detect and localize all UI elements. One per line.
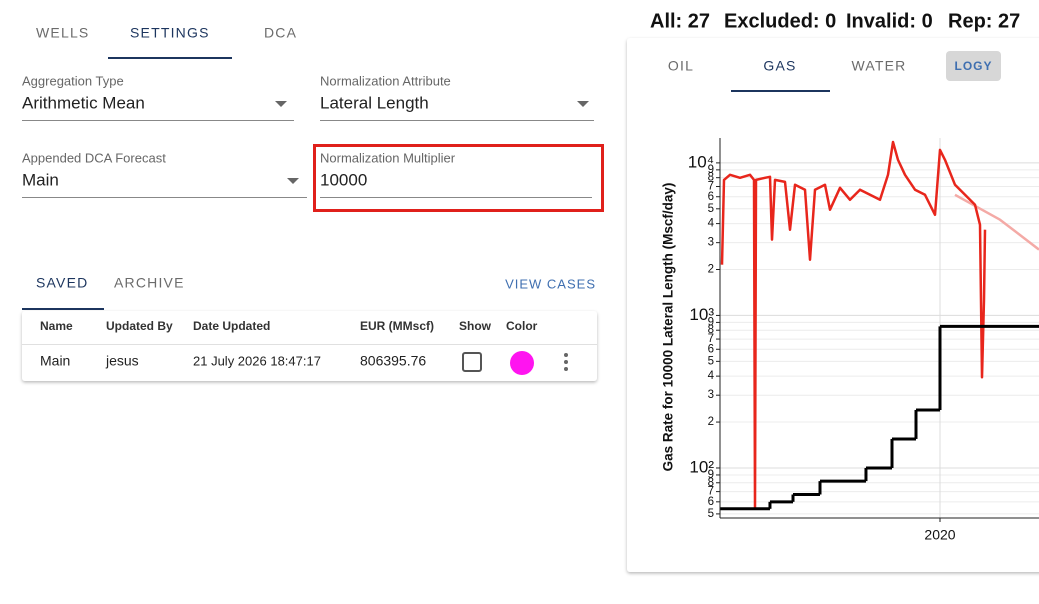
x-tick-label: 2020 [924,527,955,543]
y-tick-label: 7 [708,486,714,498]
y-tick-label: 8 [708,477,714,489]
y-tick-label: 5 [708,203,714,215]
stat: Excluded: 0 [724,10,836,32]
field-value: Main [22,170,59,189]
stat: All: 27 [650,10,710,32]
chart-tab[interactable]: WATER [852,58,907,74]
tab-active[interactable]: SAVED [36,275,88,291]
table-card [22,311,597,381]
logy-button-label[interactable]: LOGY [954,59,992,73]
field-label: Aggregation Type [22,73,124,88]
text-field[interactable]: Normalization Multiplier 10000 [320,150,592,198]
y-tick-label: 7 [708,333,714,345]
column-header: Name [40,319,73,333]
select-field[interactable]: Aggregation Type Arithmetic Mean [22,73,294,121]
logy-button[interactable] [946,51,1001,81]
column-header: Updated By [106,319,173,333]
stats-bar: All: 27 Excluded: 0 Invalid: 0 Rep: 27 [650,10,1020,32]
series-line [720,140,987,511]
menu-dot[interactable] [564,367,568,371]
field-value: 10000 [320,170,367,189]
row-divider [22,344,597,345]
color-swatch[interactable] [510,351,534,375]
tab-indicator [731,90,830,92]
underline [22,120,294,121]
cell: 806395.76 [360,353,426,369]
y-tick-label: 6 [708,191,714,203]
y-tick-label: 4 [708,218,715,230]
y-tick-label: 4 [708,370,715,382]
y-tick-label: 9 [708,469,714,481]
highlight-box [313,144,604,212]
column-header: Color [506,319,538,333]
y-tick-label: 7 [708,181,714,193]
field-value: Arithmetic Mean [22,93,145,112]
select-field[interactable]: Appended DCA Forecast Main [22,150,307,198]
view-cases-button[interactable]: VIEW CASES [505,276,596,291]
tab-active[interactable]: SETTINGS [130,25,210,41]
column-header: EUR (MMscf) [360,319,434,333]
y-tick-label: 10² [689,457,714,476]
tab[interactable]: WELLS [36,25,89,41]
underline [320,120,594,121]
y-tick-label: 3 [708,389,714,401]
plot-area [720,140,1039,511]
menu-dot[interactable] [564,353,568,357]
dropdown-arrow [287,178,299,184]
cell: Main [40,353,70,369]
y-tick-label: 9 [708,164,714,176]
y-tick-label: 8 [708,324,714,336]
stat: Rep: 27 [948,10,1020,32]
y-tick-label: 3 [708,237,714,249]
y-tick-label: 8 [708,172,714,184]
underline [22,197,307,198]
field-value: Lateral Length [320,93,429,112]
field-label: Normalization Attribute [320,73,451,88]
chart-tab[interactable]: OIL [668,58,694,74]
stat: Invalid: 0 [846,10,933,32]
field-label: Appended DCA Forecast [22,150,166,165]
y-tick-label: 6 [708,343,714,355]
show-checkbox[interactable] [462,352,482,372]
y-tick-label: 10⁴ [688,152,714,171]
field-label: Normalization Multiplier [320,150,456,165]
cell: 21 July 2026 18:47:17 [193,353,321,368]
y-tick-label: 9 [708,316,714,328]
chart-tab-active[interactable]: GAS [763,58,796,74]
chart-card [627,38,1039,572]
y-tick-label: 2 [708,264,714,276]
y-axis-label: Gas Rate for 10000 Lateral Length (Mscf/… [661,183,676,472]
column-header: Date Updated [193,319,270,333]
tab[interactable]: ARCHIVE [114,275,185,291]
y-tick-label: 2 [708,416,714,428]
select-field[interactable]: Normalization Attribute Lateral Length [320,73,594,121]
dropdown-arrow [577,101,589,107]
tab-indicator [22,308,104,310]
underline [320,197,592,198]
y-tick-label: 5 [708,508,714,520]
table-header: Name Updated By Date Updated EUR (MMscf) Sho… [40,319,538,333]
series-line [954,193,1039,251]
table-body: Main jesus 21 July 2026 18:47:17 806395.76 [40,351,568,375]
y-tick-label: 6 [708,496,714,508]
y-tick-label: 10³ [689,305,714,324]
cell: jesus [105,353,139,369]
tab[interactable]: DCA [264,25,297,41]
y-tick-label: 5 [708,355,714,367]
dropdown-arrow [275,101,287,107]
menu-dot[interactable] [564,360,568,364]
column-header: Show [459,319,492,333]
tab-indicator [108,57,232,59]
